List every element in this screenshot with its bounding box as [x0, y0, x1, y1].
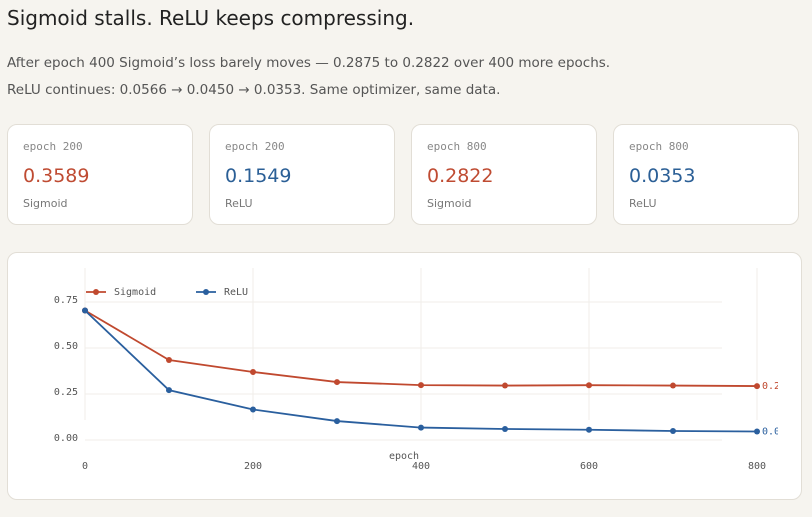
- card-label: epoch 200: [23, 140, 83, 153]
- card-label: epoch 800: [427, 140, 487, 153]
- data-point: [418, 424, 424, 431]
- card-label: epoch 200: [225, 140, 285, 153]
- data-point: [166, 356, 172, 363]
- end-label: 0.0353: [762, 427, 798, 438]
- data-point: [754, 428, 760, 435]
- x-tick-label: 200: [244, 461, 262, 472]
- legend-marker: [93, 289, 99, 295]
- card-caption: Sigmoid: [23, 197, 68, 210]
- y-tick-label: 0.50: [54, 341, 78, 352]
- stat-card: epoch 200 0.3589 Sigmoid: [7, 124, 193, 225]
- y-tick-label: 0.25: [54, 387, 78, 398]
- data-point: [586, 426, 592, 433]
- data-point: [334, 418, 340, 425]
- page-subtitle: After epoch 400 Sigmoid’s loss barely mo…: [7, 55, 611, 98]
- chart-card: [7, 252, 802, 500]
- data-point: [670, 382, 676, 389]
- card-caption: Sigmoid: [427, 197, 472, 210]
- end-label: 0.2822: [762, 381, 798, 392]
- card-value: 0.0353: [629, 165, 696, 187]
- legend-label: ReLU: [224, 287, 248, 298]
- data-point: [82, 307, 88, 314]
- legend-marker: [203, 289, 209, 295]
- card-value: 0.2822: [427, 165, 494, 187]
- data-point: [418, 382, 424, 389]
- data-point: [502, 425, 508, 432]
- end-label-group: 0.0353: [762, 427, 798, 438]
- y-tick-label: 0.00: [54, 433, 78, 444]
- data-point: [250, 368, 256, 375]
- card-caption: ReLU: [225, 197, 253, 210]
- data-point: [166, 387, 172, 394]
- stat-card: epoch 800 0.0353 ReLU: [613, 124, 799, 225]
- stat-card: epoch 800 0.2822 Sigmoid: [411, 124, 597, 225]
- card-value: 0.3589: [23, 165, 90, 187]
- data-point: [502, 382, 508, 389]
- x-tick-label: 0: [82, 461, 88, 472]
- data-point: [670, 428, 676, 435]
- x-tick-label: 800: [748, 461, 766, 472]
- x-tick-label: 400: [412, 461, 430, 472]
- x-axis-label: epoch: [389, 451, 419, 462]
- page-title: Sigmoid stalls. ReLU keeps compressing.: [7, 6, 415, 30]
- x-tick-label: 600: [580, 461, 598, 472]
- card-label: epoch 800: [629, 140, 689, 153]
- data-point: [250, 406, 256, 413]
- legend-label: Sigmoid: [114, 287, 156, 298]
- y-tick-label: 0.75: [54, 295, 78, 306]
- stat-card: epoch 200 0.1549 ReLU: [209, 124, 395, 225]
- card-caption: ReLU: [629, 197, 657, 210]
- end-label-group: 0.2822: [762, 381, 798, 392]
- data-point: [586, 382, 592, 389]
- data-point: [754, 383, 760, 390]
- card-value: 0.1549: [225, 165, 292, 187]
- data-point: [334, 379, 340, 386]
